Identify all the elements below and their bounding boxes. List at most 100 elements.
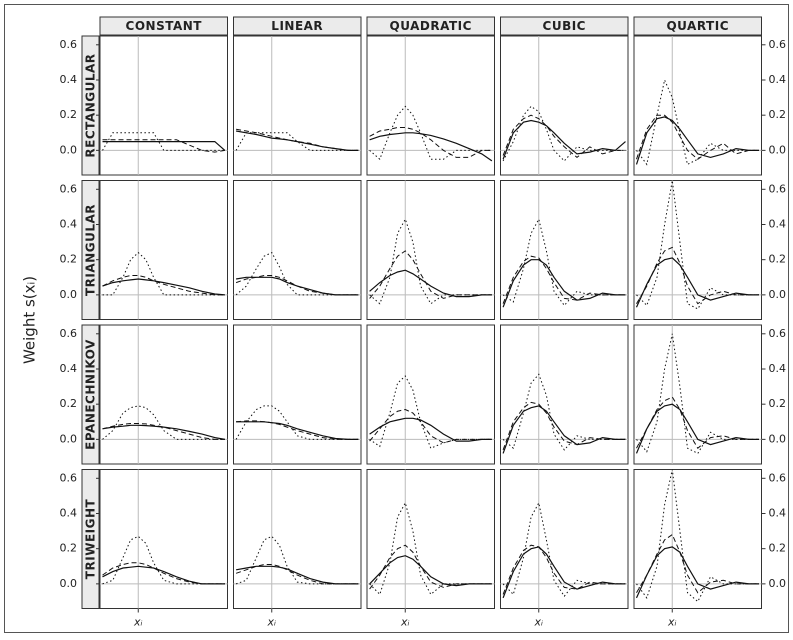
x-tick-label: xᵢ — [667, 616, 677, 629]
y-axis-label: Weight s(xᵢ) — [21, 276, 39, 364]
y-tick-label: 0.4 — [60, 73, 78, 86]
line-series — [102, 132, 225, 151]
line-series — [502, 544, 626, 595]
column-label: QUADRATIC — [390, 19, 472, 33]
line-series — [502, 259, 626, 308]
y-tick-label: 0.0 — [60, 432, 78, 445]
line-series — [502, 501, 626, 598]
y-tick-label: 0.2 — [60, 542, 78, 555]
x-tick-label: xᵢ — [534, 616, 544, 629]
y-tick-label: 0.2 — [769, 253, 787, 266]
line-series — [102, 139, 225, 153]
y-tick-label: 0.6 — [769, 471, 787, 484]
panel — [233, 180, 362, 320]
line-series — [502, 114, 626, 159]
line-series — [636, 114, 759, 160]
line-series — [102, 405, 225, 440]
line-series — [502, 105, 626, 162]
y-tick-label: 0.4 — [769, 506, 787, 519]
line-series — [102, 424, 226, 440]
panel — [500, 469, 629, 609]
x-tick-label: xᵢ — [267, 616, 277, 629]
panel — [500, 180, 629, 320]
panel — [99, 469, 228, 609]
line-series — [369, 375, 492, 449]
panel — [633, 324, 762, 465]
line-series — [502, 546, 626, 599]
row-strip — [81, 35, 100, 176]
line-series — [636, 396, 759, 449]
line-series — [636, 333, 759, 455]
line-series — [369, 105, 492, 161]
panel — [633, 469, 762, 609]
y-tick-label: 0.4 — [60, 506, 78, 519]
line-series — [502, 217, 626, 307]
y-tick-label: 0.2 — [769, 542, 787, 555]
line-series — [636, 180, 759, 310]
line-series — [369, 501, 492, 596]
column-label: CONSTANT — [126, 19, 203, 33]
panel — [99, 180, 228, 320]
line-series — [102, 278, 225, 296]
line-series — [236, 420, 359, 440]
row-strip — [81, 324, 100, 465]
figure-frame — [4, 4, 789, 633]
line-series — [235, 564, 359, 585]
y-tick-label: 0.6 — [60, 327, 78, 340]
x-tick-label: xᵢ — [400, 616, 410, 629]
row-strip — [81, 469, 100, 609]
y-tick-label: 0.0 — [769, 143, 787, 156]
line-series — [636, 533, 759, 594]
line-series — [235, 275, 359, 296]
column-strip — [99, 16, 228, 36]
column-strip — [500, 16, 629, 36]
line-series — [102, 562, 225, 585]
y-tick-label: 0.6 — [769, 327, 787, 340]
line-series — [502, 405, 626, 454]
panel — [99, 35, 228, 176]
line-series — [369, 544, 492, 590]
panel — [500, 35, 629, 176]
y-tick-label: 0.4 — [60, 362, 78, 375]
column-label: LINEAR — [271, 19, 323, 33]
line-series — [369, 269, 492, 298]
line-series — [635, 403, 759, 454]
column-strip — [366, 16, 495, 36]
line-series — [502, 119, 626, 160]
panel — [99, 324, 228, 465]
column-label: CUBIC — [543, 19, 586, 33]
line-series — [102, 141, 226, 151]
y-tick-label: 0.0 — [769, 432, 787, 445]
y-tick-label: 0.6 — [60, 471, 78, 484]
line-series — [502, 255, 626, 304]
panel — [366, 469, 495, 609]
line-series — [235, 405, 359, 440]
y-tick-label: 0.6 — [769, 182, 787, 195]
panel — [233, 35, 362, 176]
x-tick-label: xᵢ — [133, 616, 143, 629]
line-series — [236, 421, 359, 440]
y-tick-label: 0.0 — [769, 288, 787, 301]
line-series — [636, 246, 759, 305]
line-series — [636, 469, 759, 603]
y-tick-label: 0.0 — [60, 288, 78, 301]
y-tick-label: 0.0 — [769, 577, 787, 590]
line-series — [635, 546, 759, 599]
column-label: QUARTIC — [666, 19, 729, 33]
row-label: EPANECHNIKOV — [84, 339, 98, 450]
y-tick-label: 0.0 — [60, 577, 78, 590]
line-series — [236, 128, 359, 151]
y-tick-label: 0.6 — [60, 182, 78, 195]
panel — [633, 180, 762, 320]
line-series — [635, 116, 759, 165]
line-series — [635, 257, 759, 308]
row-label: TRIWEIGHT — [84, 499, 98, 580]
line-series — [235, 251, 359, 296]
line-series — [235, 132, 359, 151]
panel — [366, 35, 495, 176]
column-strip — [633, 16, 762, 36]
y-tick-label: 0.4 — [769, 217, 787, 230]
y-tick-label: 0.4 — [769, 362, 787, 375]
panel — [366, 324, 495, 465]
